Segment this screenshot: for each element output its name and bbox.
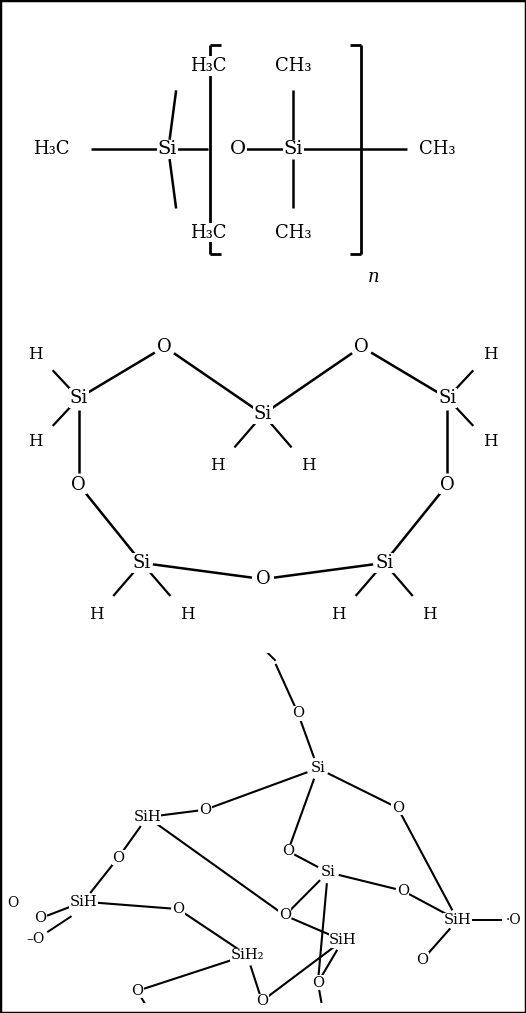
Text: O: O [282, 844, 294, 858]
Text: SiH: SiH [444, 913, 471, 927]
Text: n: n [368, 267, 379, 286]
Text: H₃C: H₃C [190, 224, 226, 242]
Text: O: O [131, 984, 143, 998]
Text: O: O [72, 475, 86, 493]
Text: –O: –O [26, 932, 45, 946]
Text: H: H [28, 433, 43, 450]
Text: O: O [34, 912, 46, 925]
Text: CH₃: CH₃ [275, 224, 311, 242]
Text: O: O [440, 475, 454, 493]
Text: SiH: SiH [134, 810, 161, 825]
Text: O: O [392, 801, 404, 814]
Text: O: O [7, 897, 18, 911]
Text: Si: Si [320, 865, 335, 879]
Text: Si: Si [375, 554, 393, 572]
Text: H: H [422, 606, 437, 623]
Text: H: H [483, 433, 498, 450]
Text: Si: Si [133, 554, 151, 572]
Text: H: H [483, 346, 498, 364]
Text: H: H [28, 346, 43, 364]
Text: O: O [112, 851, 124, 864]
Text: ·O: ·O [505, 913, 521, 927]
Text: H: H [180, 606, 195, 623]
Text: O: O [417, 952, 429, 966]
Text: H₃C: H₃C [190, 57, 226, 75]
Text: H: H [210, 457, 225, 474]
Text: O: O [172, 902, 184, 916]
Text: O: O [256, 994, 268, 1008]
Text: H: H [301, 457, 316, 474]
Text: O: O [292, 706, 304, 720]
Text: O: O [397, 883, 409, 898]
Text: H₃C: H₃C [33, 141, 69, 158]
Text: O: O [199, 802, 211, 816]
Text: CH₃: CH₃ [419, 141, 456, 158]
Text: O: O [312, 976, 324, 990]
Text: Si: Si [438, 389, 457, 407]
Text: O: O [157, 337, 172, 356]
Text: O: O [354, 337, 369, 356]
Text: Si: Si [284, 141, 303, 158]
Text: CH₃: CH₃ [275, 57, 311, 75]
Text: O: O [230, 141, 246, 158]
Text: Si: Si [157, 141, 177, 158]
Text: Si: Si [69, 389, 88, 407]
Text: H: H [89, 606, 104, 623]
Text: SiH: SiH [69, 894, 97, 909]
Text: Si: Si [310, 762, 325, 775]
Text: O: O [256, 570, 270, 589]
Text: O: O [279, 909, 291, 923]
Text: Si: Si [254, 405, 272, 423]
Text: SiH₂: SiH₂ [230, 948, 264, 962]
Text: SiH: SiH [329, 933, 357, 947]
Text: H: H [331, 606, 346, 623]
